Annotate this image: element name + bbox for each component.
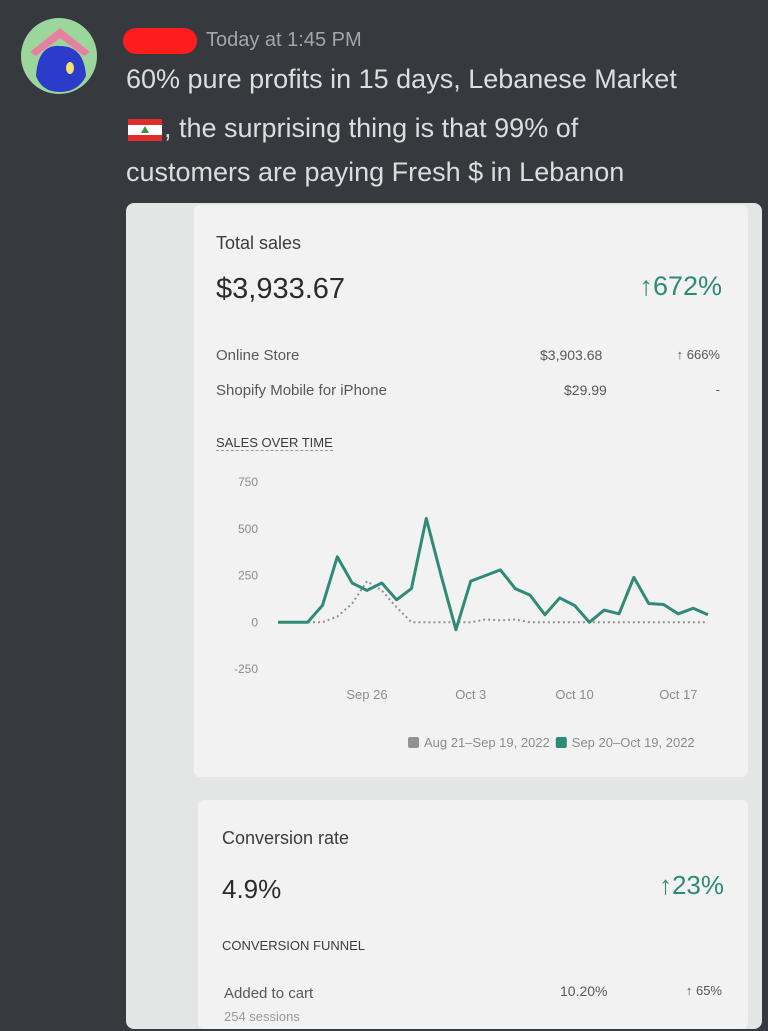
card-title: Total sales: [216, 233, 302, 253]
section-label: SALES OVER TIME: [216, 435, 333, 451]
avatar[interactable]: [20, 16, 98, 96]
x-tick-label: Oct 3: [455, 687, 486, 702]
y-tick-label: 500: [238, 522, 258, 536]
row-change: ↑ 666%: [676, 347, 720, 362]
x-tick-label: Oct 10: [555, 687, 593, 702]
funnel-label: Added to cart: [224, 985, 314, 1002]
x-tick-label: Oct 17: [659, 687, 697, 702]
section-label: CONVERSION FUNNEL: [222, 938, 366, 953]
conversion-card: Conversion rate 4.9% ↑23% CONVERSION FUN…: [198, 800, 748, 1029]
sales-card: Total sales $3,933.67 ↑672% Online Store…: [194, 205, 748, 777]
row-label: Online Store: [216, 347, 300, 364]
lebanon-flag: [128, 119, 162, 141]
legend-swatch: [408, 737, 419, 748]
y-tick-label: 0: [251, 615, 258, 629]
row-label: Shopify Mobile for iPhone: [216, 382, 387, 399]
conversion-value: 4.9%: [222, 874, 282, 904]
funnel-sub: 254 sessions: [224, 1009, 300, 1024]
redacted-username: [123, 28, 197, 54]
series-line: [278, 580, 708, 624]
message-text: , the surprising thing is that 99% of: [164, 113, 579, 143]
total-sales: $3,933.67: [216, 273, 346, 305]
funnel-change: ↑ 65%: [685, 983, 722, 998]
message-text: 60% pure profits in 15 days, Lebanese Ma…: [126, 64, 677, 94]
row-change: -: [715, 382, 720, 397]
sales-change: ↑672%: [639, 271, 722, 301]
conversion-change: ↑23%: [658, 870, 724, 900]
sales-chart: 750 500 250 0 -250 Sep 26 Oct 3 Oct 10 Oct 17 Aug…: [234, 475, 709, 750]
y-tick-label: -250: [234, 662, 258, 676]
legend-label: Sep 20–Oct 19, 2022: [572, 735, 695, 750]
legend-label: Aug 21–Sep 19, 2022: [424, 735, 550, 750]
timestamp: Today at 1:45 PM: [206, 29, 362, 51]
legend-swatch: [555, 737, 567, 748]
funnel-value: 10.20%: [560, 983, 608, 999]
message-text: customers are paying Fresh $ in Lebanon: [126, 157, 625, 187]
photo[interactable]: Total sales $3,933.67 ↑672% Online Store…: [126, 203, 762, 1029]
y-tick-label: 750: [238, 475, 258, 489]
series-line: [278, 516, 709, 632]
card-title: Conversion rate: [222, 828, 350, 848]
y-tick-label: 250: [238, 569, 258, 583]
row-value: $29.99: [564, 382, 607, 398]
row-value: $3,903.68: [540, 347, 603, 363]
x-tick-label: Sep 26: [346, 687, 387, 702]
